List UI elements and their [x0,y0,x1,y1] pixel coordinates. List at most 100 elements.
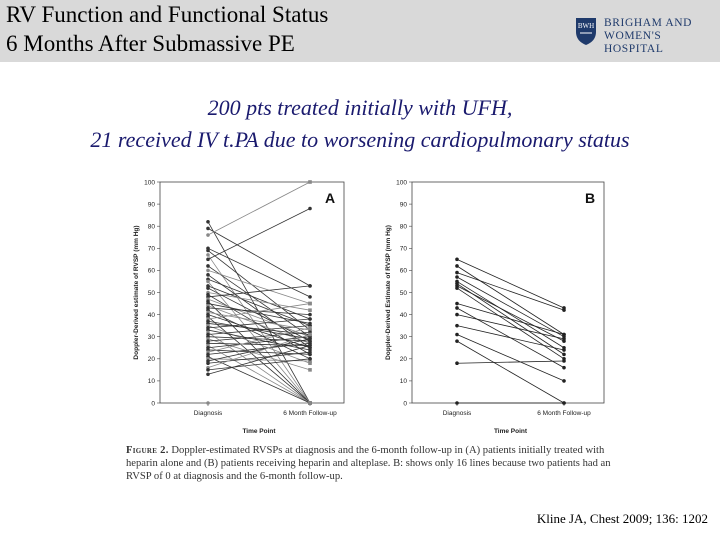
y-tick-label: 100 [144,179,155,186]
y-tick-label: 10 [148,378,156,385]
y-tick-label: 0 [151,400,155,407]
data-point-followup [308,359,312,363]
y-axis-label: Doppler-Derived estimate of RVSP (mm Hg) [133,225,140,359]
y-tick-label: 10 [400,378,408,385]
series-line [207,331,311,342]
y-axis-label: Doppler-Derived Estimate of RVSP (mm Hg) [385,225,392,360]
data-point-followup [308,357,312,361]
series-line [207,323,311,335]
data-point-followup [308,337,312,341]
series-line [207,298,311,338]
data-point-followup [562,365,566,370]
series-line [207,228,311,287]
svg-text:BWH: BWH [578,22,594,30]
data-point-diagnosis [455,339,459,343]
y-tick-label: 60 [400,268,408,275]
series-line [456,314,565,340]
data-point-diagnosis [455,270,459,275]
y-tick-label: 80 [148,224,156,231]
series-line [207,345,311,404]
data-point-followup [562,359,566,363]
series-line [207,336,311,349]
y-tick-label: 90 [400,201,408,208]
series-line [207,325,311,335]
y-tick-label: 0 [403,400,407,407]
series-line [456,272,565,311]
slide-title-line1: RV Function and Functional Status [6,2,329,27]
series-line [456,340,565,404]
data-point-diagnosis [455,306,459,310]
data-point-followup [562,352,566,357]
data-point-followup [308,180,312,184]
series-line [456,276,565,338]
series-line [207,342,311,355]
x-axis-label: Time Point [242,428,276,435]
series-line [207,285,311,298]
data-point-diagnosis [455,312,459,317]
series-line [207,208,311,260]
y-tick-label: 50 [400,290,408,297]
series-line [456,360,565,364]
panel-label: A [325,190,335,206]
data-point-diagnosis [455,332,459,337]
data-point-diagnosis [206,368,210,372]
data-point-diagnosis [206,361,210,366]
data-point-followup [562,379,566,383]
series-line [207,358,311,371]
data-point-followup [308,350,312,354]
data-point-followup [562,337,566,341]
series-line [207,345,311,375]
y-tick-label: 20 [400,356,408,363]
y-tick-label: 70 [400,246,408,253]
data-point-diagnosis [206,286,210,290]
data-point-diagnosis [206,219,210,224]
bwh-shield-icon: BWH [576,18,596,45]
data-point-diagnosis [455,361,459,366]
data-point-followup [308,328,312,332]
series-line [456,334,565,382]
data-point-followup [308,401,312,405]
data-point-diagnosis [455,401,459,405]
data-point-diagnosis [455,264,459,268]
y-tick-label: 40 [148,312,156,319]
series-line [207,309,311,360]
slide-title: RV Function and Functional Status 6 Mont… [6,0,328,58]
series-line [456,325,565,351]
data-point-diagnosis [455,286,459,290]
series-line [207,285,311,327]
series-line [456,287,565,360]
data-point-followup [308,312,312,317]
data-point-followup [308,295,312,299]
data-point-followup [308,284,312,288]
series-line [207,327,311,353]
data-point-diagnosis [206,273,210,277]
series-line [456,258,565,309]
data-point-followup [562,308,566,312]
y-tick-label: 60 [148,268,156,275]
series-line [456,281,565,349]
citation: Kline JA, Chest 2009; 136: 1202 [536,511,708,526]
x-tick-label: Diagnosis [194,410,223,417]
data-point-followup [562,401,566,405]
data-point-diagnosis [455,323,459,328]
data-point-followup [308,206,312,211]
series-line [456,285,565,342]
logo-line1: BRIGHAM AND [604,17,693,29]
data-point-diagnosis [455,257,459,262]
data-point-diagnosis [206,226,210,231]
x-axis-label: Time Point [494,428,528,435]
data-point-followup [308,332,312,337]
series-line [207,334,311,369]
slide-title-line2: 6 Months After Submassive PE [6,31,295,56]
y-tick-label: 40 [400,312,408,319]
data-point-diagnosis [206,268,210,273]
series-line [207,221,311,404]
y-tick-label: 30 [148,334,156,341]
data-point-followup [308,368,312,372]
x-tick-label: 6 Month Follow-up [283,410,337,417]
series-line [207,250,311,331]
series-line [207,303,311,320]
series-line [207,247,311,298]
data-point-diagnosis [206,372,210,377]
